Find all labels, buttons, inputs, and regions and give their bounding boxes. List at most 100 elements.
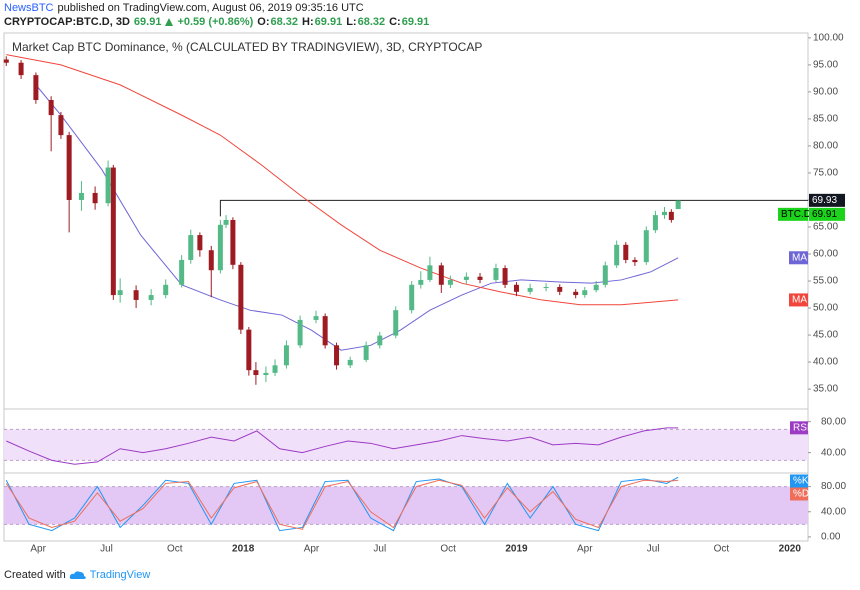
x-tick-label: Oct	[714, 544, 730, 555]
publisher[interactable]: NewsBTC	[4, 2, 54, 14]
oscillator-line	[5, 479, 679, 530]
series-tag: RSI	[793, 422, 810, 433]
candle-body	[652, 215, 658, 231]
x-tick-label: Oct	[440, 544, 456, 555]
candle-body	[163, 284, 169, 296]
candle-body	[334, 345, 340, 366]
ohlc-label: C:	[389, 16, 401, 28]
candle-body	[409, 284, 415, 311]
candle-body	[602, 265, 608, 285]
change: +0.59 (+0.86%)	[177, 16, 254, 28]
candle-body	[363, 345, 369, 360]
candle-body	[33, 75, 39, 101]
candle-body	[238, 264, 244, 330]
footer: Created with TradingView	[4, 569, 150, 581]
y-tick-label: 65.00	[813, 222, 838, 233]
y-tick-label: 95.00	[813, 60, 838, 71]
candle-body	[58, 115, 64, 136]
pane-band	[4, 429, 808, 461]
y-tick-label: 40.00	[821, 506, 846, 517]
candle-body	[78, 192, 84, 200]
candle-body	[447, 279, 453, 285]
moving-average	[35, 84, 679, 351]
candle-body	[246, 329, 252, 371]
ohlc-label: L:	[346, 16, 357, 28]
candle-body	[217, 224, 223, 271]
y-tick-label: 35.00	[813, 384, 838, 395]
candle-body	[230, 219, 236, 265]
x-tick-label: 2018	[232, 544, 255, 555]
candle-body	[105, 167, 111, 204]
publish-line: NewsBTC published on TradingView.com, Au…	[4, 2, 364, 14]
footer-brand[interactable]: TradingView	[89, 569, 151, 581]
series-tag: %K	[793, 476, 809, 487]
series-tag: %D	[793, 489, 809, 500]
candle-body	[3, 59, 9, 63]
last-price: 69.91	[133, 16, 162, 28]
ma-tag: MA	[792, 295, 807, 306]
name-tag: BTC.D	[781, 209, 811, 220]
y-tick-label: 80.00	[813, 141, 838, 152]
candle-body	[573, 291, 579, 296]
y-tick-label: 60.00	[813, 249, 838, 260]
oscillator-line	[5, 476, 679, 532]
candle-body	[272, 365, 278, 373]
ohlc-value: 69.91	[314, 16, 343, 28]
candle-body	[253, 370, 259, 376]
footer-text: Created with	[4, 569, 66, 581]
candle-body	[463, 276, 469, 280]
candle-body	[208, 250, 214, 271]
symbol-line: CRYPTOCAP:BTC.D, 3D 69.91 +0.59 (+0.86%)…	[4, 16, 429, 28]
y-tick-label: 40.00	[813, 357, 838, 368]
candle-body	[377, 335, 383, 346]
candle-body	[66, 135, 72, 200]
ohlc: O: 68.32 H: 69.91 L: 68.32 C: 69.91	[257, 16, 429, 28]
price-tag: 69.91	[812, 209, 837, 220]
x-tick-label: 2019	[505, 544, 528, 555]
x-tick-label: Oct	[167, 544, 183, 555]
candle-body	[347, 359, 353, 366]
candle-body	[543, 286, 549, 289]
candle-body	[393, 310, 399, 336]
level-tag: 69.93	[812, 195, 837, 206]
series-tag-bg	[790, 487, 808, 501]
level-tag-bg	[809, 193, 845, 207]
y-tick-label: 90.00	[813, 87, 838, 98]
candle-body	[477, 276, 483, 280]
candle-body	[502, 268, 508, 285]
candle-body	[668, 211, 674, 220]
x-tick-label: Apr	[30, 544, 46, 555]
y-tick-label: 40.00	[821, 447, 846, 458]
x-tick-label: 2020	[779, 544, 802, 555]
y-tick-label: 80.00	[821, 481, 846, 492]
candle-body	[632, 259, 638, 263]
published: published on TradingView.com, August 06,…	[57, 2, 364, 14]
oscillator-line	[6, 427, 679, 465]
series-tag-bg	[790, 421, 808, 435]
candle-body	[662, 211, 668, 216]
candle-body	[643, 230, 649, 263]
candle-body	[527, 288, 533, 292]
candle-body	[427, 265, 433, 280]
symbol: CRYPTOCAP:BTC.D, 3D	[4, 16, 130, 28]
candle-body	[148, 295, 154, 300]
candle-body	[493, 268, 499, 280]
moving-average	[6, 54, 679, 306]
candle-body	[322, 316, 328, 346]
y-tick-label: 80.00	[821, 416, 846, 427]
candle-body	[582, 290, 588, 296]
ohlc-value: 68.32	[357, 16, 386, 28]
candle-body	[313, 316, 319, 320]
candle-body	[675, 200, 681, 210]
candle-body	[297, 319, 303, 346]
candle-body	[438, 265, 444, 285]
chart-title: Market Cap BTC Dominance, % (CALCULATED …	[12, 40, 482, 54]
y-tick-label: 100.00	[813, 33, 844, 44]
candle-body	[614, 244, 620, 266]
y-tick-label: 0.00	[821, 532, 841, 543]
candle-body	[188, 235, 194, 260]
y-tick-label: 50.00	[813, 303, 838, 314]
ma-tag-bg	[789, 251, 808, 265]
